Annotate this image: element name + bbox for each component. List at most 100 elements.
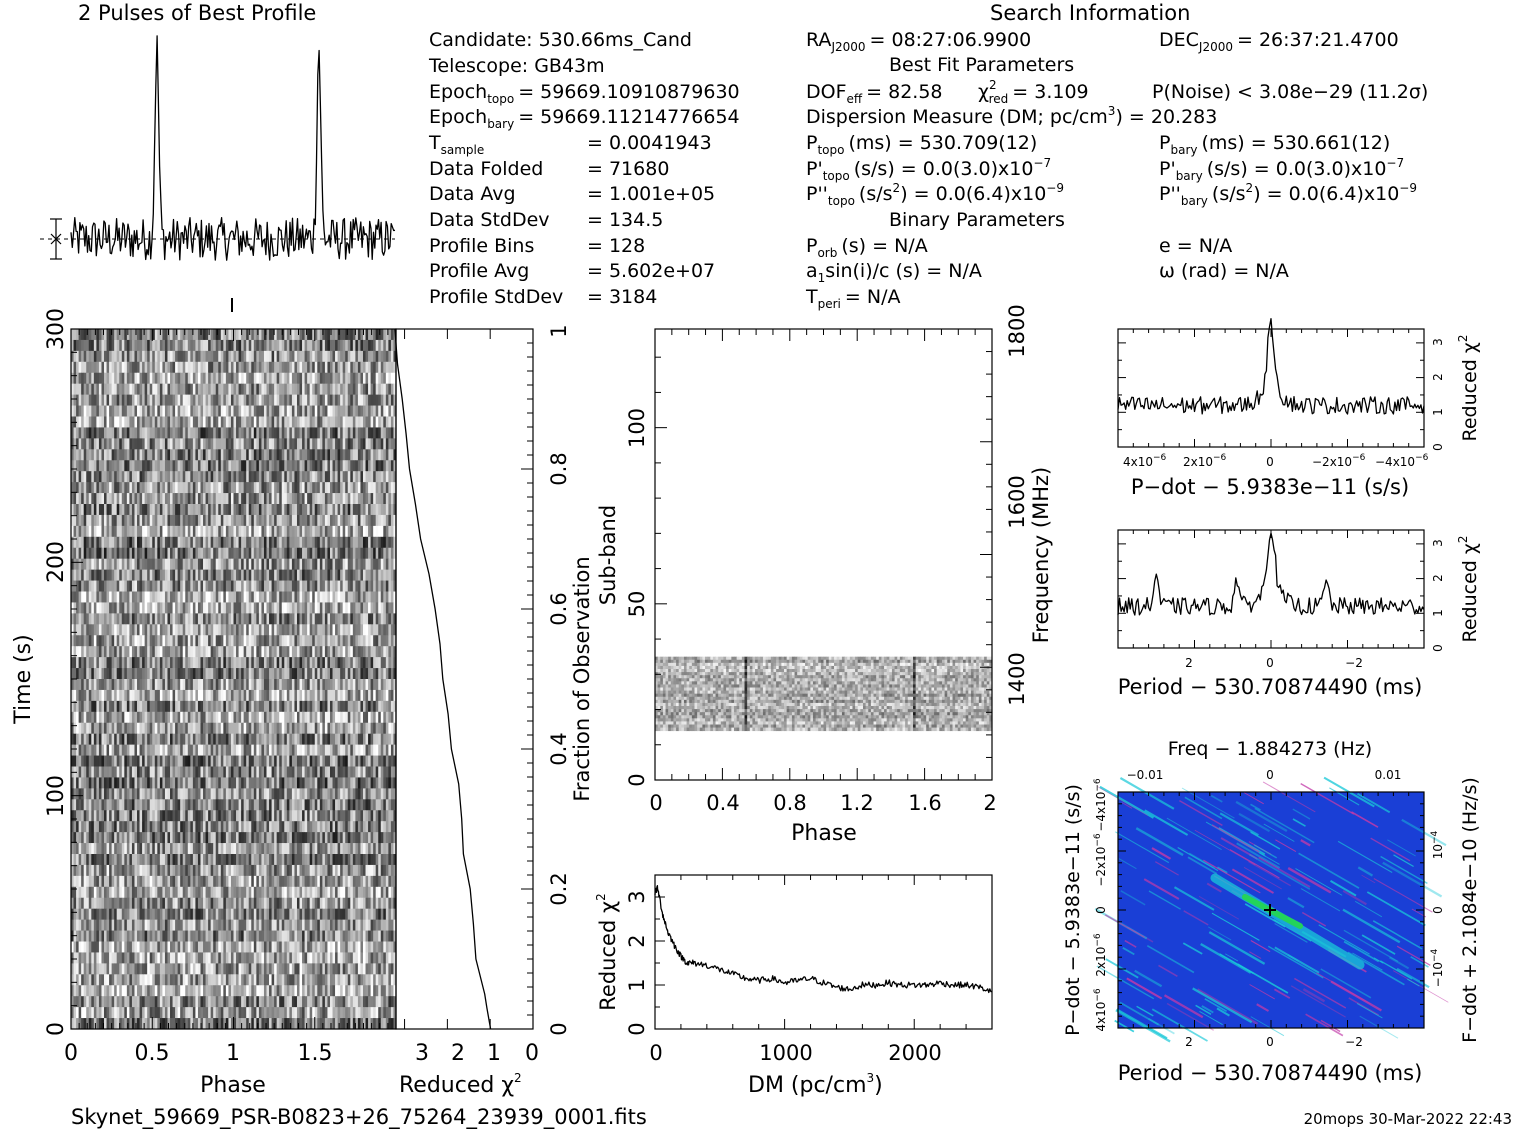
tp-cell (203, 679, 206, 691)
tp-cell (246, 646, 250, 658)
tp-cell (258, 635, 262, 647)
tp-cell (335, 514, 338, 527)
tp-cell (388, 416, 392, 428)
tp-cell (137, 613, 140, 625)
tp-cell (116, 449, 120, 461)
tp-cell (116, 536, 120, 549)
tp-cell (218, 460, 222, 472)
tp-cell (218, 689, 222, 702)
tp-cell (375, 504, 379, 516)
tp-cell (190, 602, 194, 614)
tp-cell (91, 361, 95, 374)
tp-cell (378, 569, 382, 581)
tp-cell (144, 580, 148, 592)
tp-cell (309, 646, 313, 658)
tp-cell (124, 613, 128, 625)
tp-cell (208, 514, 212, 527)
tp-cell (190, 482, 194, 494)
tp-cell (286, 689, 290, 702)
tp-cell (182, 329, 186, 341)
tp-cell (375, 624, 379, 636)
tp-cell (73, 514, 77, 527)
tp-cell (86, 657, 90, 669)
tp-cell (357, 460, 361, 472)
tp-cell (355, 624, 359, 636)
tp-cell (360, 711, 364, 724)
tp-cell (350, 591, 354, 603)
tp-cell (134, 733, 138, 746)
tp-cell (182, 635, 186, 647)
tp-cell (370, 569, 374, 581)
tp-cell (352, 591, 356, 603)
tp-cell (324, 635, 328, 647)
tp-cell (116, 700, 120, 713)
tp-cell (383, 624, 387, 636)
tp-cell (327, 536, 331, 549)
tp-cell (187, 504, 191, 516)
tp-cell (296, 733, 300, 746)
tp-cell (147, 624, 151, 636)
tp-cell (253, 580, 257, 592)
tp-cell (111, 569, 115, 581)
tp-cell (86, 580, 90, 592)
tp-cell (91, 744, 95, 756)
tp-cell (347, 493, 351, 505)
tp-cell (192, 493, 196, 505)
tp-cell (147, 613, 151, 625)
tp-cell (335, 536, 338, 549)
tp-cell (81, 580, 85, 592)
tp-cell (335, 525, 338, 538)
tp-cell (139, 514, 143, 527)
tp-cell (390, 646, 394, 658)
tp-cell (192, 547, 196, 560)
tp-cell (312, 405, 316, 417)
tp-cell (276, 580, 280, 592)
tp-cell (276, 668, 280, 680)
tp-cell (241, 372, 245, 385)
tp-cell (248, 657, 252, 669)
tp-cell (233, 689, 237, 702)
tp-cell (111, 602, 115, 614)
tp-cell (76, 438, 80, 450)
tp-cell (190, 405, 194, 417)
tp-cell (350, 482, 354, 494)
tp-cell (347, 514, 351, 527)
tp-cell (220, 602, 224, 614)
tp-cell (111, 700, 115, 713)
tp-cell (350, 569, 354, 581)
tp-cell (93, 383, 97, 396)
tp-cell (195, 493, 199, 505)
tp-cell (180, 514, 184, 527)
tp-cell (71, 329, 74, 341)
tp-cell (124, 372, 128, 385)
tp-cell (327, 416, 331, 428)
tp-cell (109, 482, 113, 494)
tp-cell (175, 547, 179, 560)
tp-cell (248, 679, 252, 691)
tp-cell (223, 733, 227, 746)
tp-cell (144, 613, 148, 625)
tp-cell (236, 635, 239, 647)
tp-cell (251, 744, 255, 756)
tp-cell (294, 657, 298, 669)
tp-cell (205, 635, 209, 647)
tp-cell (76, 383, 80, 396)
tp-cell (329, 711, 333, 724)
tp-cell (281, 482, 285, 494)
tp-cell (393, 339, 397, 352)
tp-cell (213, 646, 217, 658)
tp-cell (314, 427, 318, 439)
tp-cell (192, 416, 196, 428)
tp-cell (195, 525, 199, 538)
tp-cell (129, 591, 133, 603)
tp-cell (215, 482, 219, 494)
tp-cell (218, 504, 222, 516)
tp-cell (190, 547, 194, 560)
tp-cell (197, 350, 201, 363)
tp-cell (261, 504, 265, 516)
tp-cell (131, 427, 135, 439)
tp-cell (139, 383, 143, 396)
tp-cell (327, 460, 331, 472)
tp-cell (114, 700, 118, 713)
tp-cell (182, 482, 186, 494)
